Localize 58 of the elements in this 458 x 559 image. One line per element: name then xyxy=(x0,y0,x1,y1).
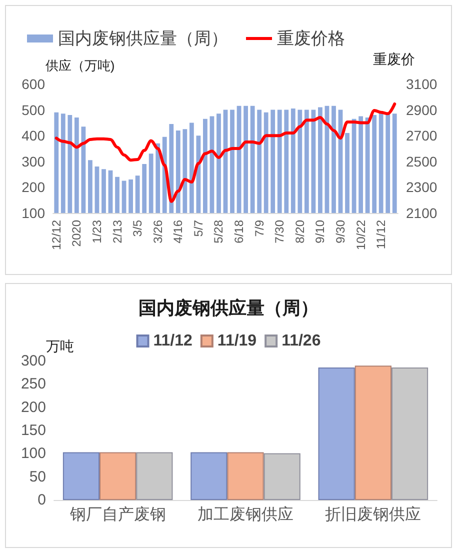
x-tick-label: 6/18 xyxy=(232,220,246,244)
y-tick-label: 500 xyxy=(22,102,46,118)
x-tick-label: 10/22 xyxy=(354,220,368,250)
chart-title: 国内废钢供应量（周） xyxy=(138,298,318,318)
bar xyxy=(62,452,100,500)
legend-label: 11/26 xyxy=(282,332,321,350)
y2-tick-label: 3100 xyxy=(406,76,438,92)
legend-label: 国内废钢供应量（周） xyxy=(58,29,228,48)
x-tick-label: 2020 xyxy=(70,220,84,247)
x-tick-label: 11/12 xyxy=(374,220,388,250)
y-tick-label: 150 xyxy=(20,422,46,439)
x-tick-label: 折旧废钢供应 xyxy=(325,506,422,524)
x-tick-label: 9/30 xyxy=(334,220,348,244)
y-tick-label: 200 xyxy=(20,398,46,416)
y-tick-label: 100 xyxy=(22,205,46,221)
y-tick-label: 0 xyxy=(38,492,46,508)
legend-label: 11/12 xyxy=(153,332,193,350)
y-tick-label: 200 xyxy=(22,179,46,196)
y-axis-title: 供应（万吨) xyxy=(45,58,115,73)
x-tick-label: 1/23 xyxy=(90,220,104,244)
x-tick-label: 7/30 xyxy=(272,220,287,244)
y-tick-label: 300 xyxy=(20,352,46,370)
bar xyxy=(227,452,264,500)
y2-tick-label: 2100 xyxy=(406,205,438,221)
legend-label: 重废价格 xyxy=(277,29,345,48)
bar xyxy=(190,452,228,500)
y2-axis-title: 重废价 xyxy=(373,51,415,67)
y2-tick-label: 2900 xyxy=(406,102,438,118)
legend-label: 11/19 xyxy=(217,332,257,350)
x-tick-label: 4/16 xyxy=(171,220,186,244)
y-tick-label: 250 xyxy=(20,376,46,393)
y-tick-label: 400 xyxy=(22,128,46,144)
x-tick-label: 3/5 xyxy=(130,220,145,237)
x-tick-label: 8/20 xyxy=(292,220,307,244)
bar xyxy=(100,452,136,500)
y-tick-label: 50 xyxy=(29,468,46,486)
line-series xyxy=(54,102,396,203)
bar xyxy=(136,452,173,500)
y2-tick-label: 2300 xyxy=(406,179,438,196)
y-axis-title: 万吨 xyxy=(46,338,74,354)
x-tick-label: 5/28 xyxy=(212,220,226,244)
y2-tick-label: 2700 xyxy=(406,128,438,144)
bar xyxy=(264,453,300,500)
y-tick-label: 600 xyxy=(22,76,46,92)
x-tick-label: 7/9 xyxy=(252,220,266,237)
x-tick-label: 5/7 xyxy=(191,220,206,237)
x-tick-label: 3/26 xyxy=(150,220,165,244)
bar xyxy=(354,366,392,500)
x-tick-label: 加工废钢供应 xyxy=(198,506,294,524)
x-tick-label: 钢厂自产废钢 xyxy=(68,506,166,524)
x-tick-label: 9/10 xyxy=(313,220,328,244)
x-tick-label: 12/12 xyxy=(49,220,64,250)
bar xyxy=(391,367,428,500)
x-tick-label: 2/13 xyxy=(110,220,124,244)
y2-tick-label: 2500 xyxy=(406,153,438,170)
y-tick-label: 100 xyxy=(20,445,46,462)
y-tick-label: 300 xyxy=(22,153,46,170)
bar xyxy=(318,367,355,500)
